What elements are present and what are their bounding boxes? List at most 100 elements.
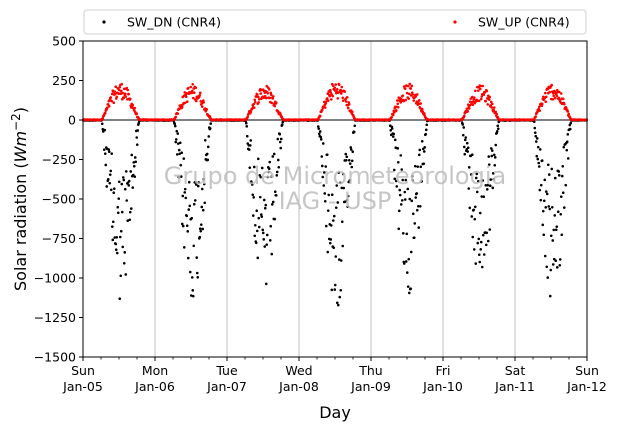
sw-dn-point	[479, 248, 483, 251]
sw-dn-point	[202, 177, 206, 181]
sw-up-point	[418, 106, 422, 110]
sw-up-point	[492, 106, 496, 109]
sw-up-point	[107, 104, 111, 108]
sw-up-point	[561, 97, 565, 101]
sw-dn-point	[565, 140, 569, 144]
sw-dn-point	[120, 182, 124, 186]
sw-up-point	[489, 100, 493, 104]
sw-dn-point	[124, 170, 128, 173]
y-axis-label: Solar radiation (Wm−2)	[9, 107, 30, 291]
sw-dn-point	[128, 218, 132, 222]
sw-dn-point	[406, 285, 410, 288]
sw-dn-point	[173, 122, 177, 126]
sw-dn-point	[490, 154, 494, 158]
sw-dn-point	[393, 138, 397, 142]
y-tick-label: 500	[52, 34, 76, 49]
sw-dn-point	[268, 239, 272, 242]
sw-dn-point	[561, 165, 565, 168]
sw-up-point	[324, 100, 328, 103]
sw-dn-point	[201, 208, 205, 212]
y-tick-label: −1250	[34, 310, 76, 325]
sw-dn-point	[199, 229, 203, 233]
sw-dn-point	[181, 194, 185, 198]
sw-dn-point	[336, 303, 340, 307]
sw-dn-point	[547, 173, 551, 176]
sw-dn-point	[195, 271, 199, 275]
sw-dn-point	[261, 228, 265, 232]
sw-dn-point	[102, 148, 106, 151]
sw-up-point	[189, 85, 193, 89]
sw-up-point	[325, 97, 329, 100]
sw-up-point	[476, 89, 480, 92]
sw-dn-point	[244, 121, 248, 125]
sw-dn-point	[327, 193, 331, 197]
sw-dn-point	[206, 158, 210, 162]
sw-up-point	[465, 107, 469, 111]
sw-dn-point	[186, 256, 190, 260]
sw-dn-point	[262, 198, 266, 202]
sw-dn-point	[476, 241, 480, 245]
sw-dn-point	[463, 138, 467, 142]
sw-dn-point	[340, 220, 344, 224]
x-tick-label-day: Sun	[71, 363, 95, 378]
sw-up-point	[340, 85, 344, 89]
x-tick-label-date: Jan-07	[206, 379, 247, 394]
sw-up-point	[254, 95, 258, 99]
sw-dn-point	[278, 132, 282, 136]
sw-dn-point	[194, 183, 198, 186]
sw-dn-point	[346, 205, 350, 209]
sw-dn-point	[192, 244, 196, 248]
sw-up-point	[543, 91, 547, 95]
sw-up-point	[133, 106, 137, 110]
sw-dn-point	[476, 179, 480, 183]
sw-up-point	[484, 99, 488, 103]
sw-dn-point	[411, 179, 415, 182]
sw-dn-point	[533, 131, 537, 134]
sw-dn-point	[480, 195, 484, 198]
sw-dn-point	[260, 166, 264, 170]
sw-dn-point	[396, 147, 400, 150]
sw-dn-point	[181, 224, 185, 228]
sw-dn-point	[545, 192, 549, 196]
sw-up-point	[268, 96, 272, 100]
sw-dn-point	[472, 248, 476, 251]
sw-up-point	[490, 106, 494, 109]
sw-up-point	[471, 103, 475, 107]
sw-dn-point	[252, 196, 256, 199]
sw-dn-point	[134, 160, 138, 164]
sw-up-point	[347, 102, 351, 106]
sw-dn-point	[131, 173, 135, 177]
x-axis: SunJan-05MonJan-06TueJan-07WedJan-08ThuJ…	[62, 357, 607, 394]
sw-up-point	[336, 97, 340, 100]
sw-dn-point	[128, 210, 132, 214]
sw-dn-point	[180, 151, 184, 154]
sw-dn-point	[467, 166, 471, 169]
sw-up-point	[345, 96, 349, 99]
x-axis-label: Day	[319, 403, 351, 422]
sw-up-point	[557, 90, 561, 94]
sw-dn-point	[120, 210, 124, 214]
plot-area: Grupo de Micrometeorologia IAG - USP	[81, 40, 589, 358]
sw-dn-point	[248, 166, 252, 169]
sw-dn-point	[104, 163, 108, 167]
sw-dn-point	[195, 256, 199, 259]
sw-dn-point	[259, 175, 263, 179]
sw-dn-point	[197, 181, 201, 184]
sw-dn-point	[192, 202, 196, 206]
sw-dn-point	[341, 172, 345, 176]
sw-dn-point	[265, 233, 269, 237]
sw-dn-point	[245, 134, 249, 138]
sw-dn-point	[277, 165, 281, 169]
y-tick-label: −500	[42, 192, 76, 207]
sw-dn-point	[330, 288, 334, 292]
sw-up-point	[391, 113, 395, 117]
sw-dn-point	[554, 259, 558, 263]
sw-up-point	[263, 94, 267, 98]
sw-dn-point	[470, 215, 474, 218]
sw-dn-point	[175, 129, 179, 133]
x-tick-label-date: Jan-08	[278, 379, 319, 394]
sw-up-point	[190, 91, 194, 95]
sw-dn-point	[124, 273, 128, 276]
sw-up-point	[562, 102, 566, 106]
